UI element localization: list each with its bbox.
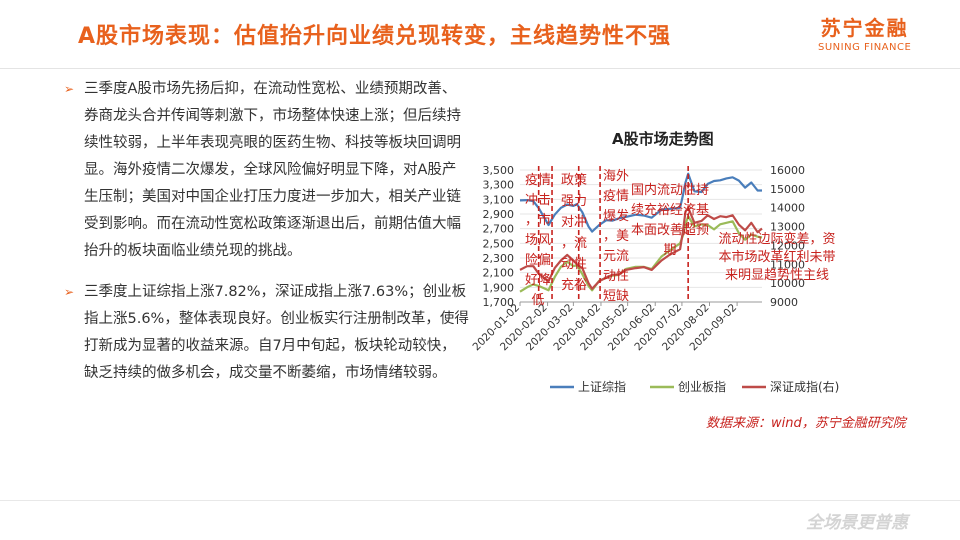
bullet-text: 三季度A股市场先扬后抑，在流动性宽松、业绩预期改善、券商龙头合并传闻等刺激下，市…: [84, 81, 461, 259]
bullet-item: ➢ 三季度上证综指上涨7.82%，深证成指上涨7.63%；创业板指上涨5.6%，…: [62, 279, 470, 387]
data-source-note: 数据来源：wind，苏宁金融研究院: [706, 416, 906, 431]
y-right-tick-label: 11000: [770, 258, 805, 271]
series-line: [519, 206, 763, 290]
y-left-tick-label: 3,300: [483, 179, 515, 192]
y-left-tick-label: 2,700: [483, 223, 515, 236]
y-right-tick-label: 9000: [770, 296, 798, 309]
chart-title: A股市场走势图: [612, 130, 714, 148]
y-right-tick-label: 10000: [770, 277, 805, 290]
y-right-tick-label: 13000: [770, 221, 805, 234]
footer-divider: [0, 500, 960, 501]
suning-finance-logo: 苏宁金融 SUNING FINANCE: [818, 12, 911, 53]
bullet-item: ➢ 三季度A股市场先扬后抑，在流动性宽松、业绩预期改善、券商龙头合并传闻等刺激下…: [62, 76, 470, 265]
y-left-tick-label: 2,900: [483, 208, 515, 221]
arrow-bullet-icon: ➢: [64, 82, 75, 96]
y-left-tick-label: 1,900: [483, 281, 515, 294]
y-left-tick-label: 2,500: [483, 237, 515, 250]
legend-label: 创业板指: [678, 379, 726, 394]
y-left-tick-label: 2,100: [483, 267, 515, 280]
y-right-tick-label: 12000: [770, 239, 805, 252]
bullet-list: ➢ 三季度A股市场先扬后抑，在流动性宽松、业绩预期改善、券商龙头合并传闻等刺激下…: [62, 76, 470, 387]
arrow-bullet-icon: ➢: [64, 285, 75, 299]
y-left-tick-label: 3,500: [483, 164, 515, 177]
series-line: [519, 172, 762, 233]
y-right-tick-label: 16000: [770, 164, 805, 177]
logo-en-text: SUNING FINANCE: [818, 42, 912, 53]
legend-label: 深证成指(右): [770, 379, 839, 394]
y-left-tick-label: 3,100: [483, 193, 515, 206]
page-title: A股市场表现：估值抬升向业绩兑现转变，主线趋势性不强: [78, 24, 672, 49]
logo-cn-text: 苏宁金融: [820, 16, 909, 40]
y-right-tick-label: 15000: [770, 183, 805, 196]
y-right-tick-label: 14000: [770, 202, 805, 215]
header-divider: [0, 68, 960, 69]
footer-slogan: 全场景更普惠: [806, 513, 908, 533]
y-left-tick-label: 2,300: [483, 252, 515, 265]
period-annotation: 政策强力对冲，流动性充裕: [561, 172, 587, 293]
period-annotation: 流动性边际变差，资本市场改革红利未带来明显趋势性主线: [718, 231, 835, 283]
period-annotation: 国内流动性持续充裕经济基本面改善超预期: [631, 182, 709, 258]
period-annotation: 疫情冲击，市场风险偏好降低: [525, 172, 551, 308]
y-left-tick-label: 1,700: [483, 296, 515, 309]
legend-label: 上证综指: [578, 379, 626, 394]
period-annotation: 海外疫情爆发，美元流动性短缺: [603, 169, 629, 304]
bullet-text: 三季度上证综指上涨7.82%，深证成指上涨7.63%；创业板指上涨5.6%，整体…: [84, 284, 469, 381]
